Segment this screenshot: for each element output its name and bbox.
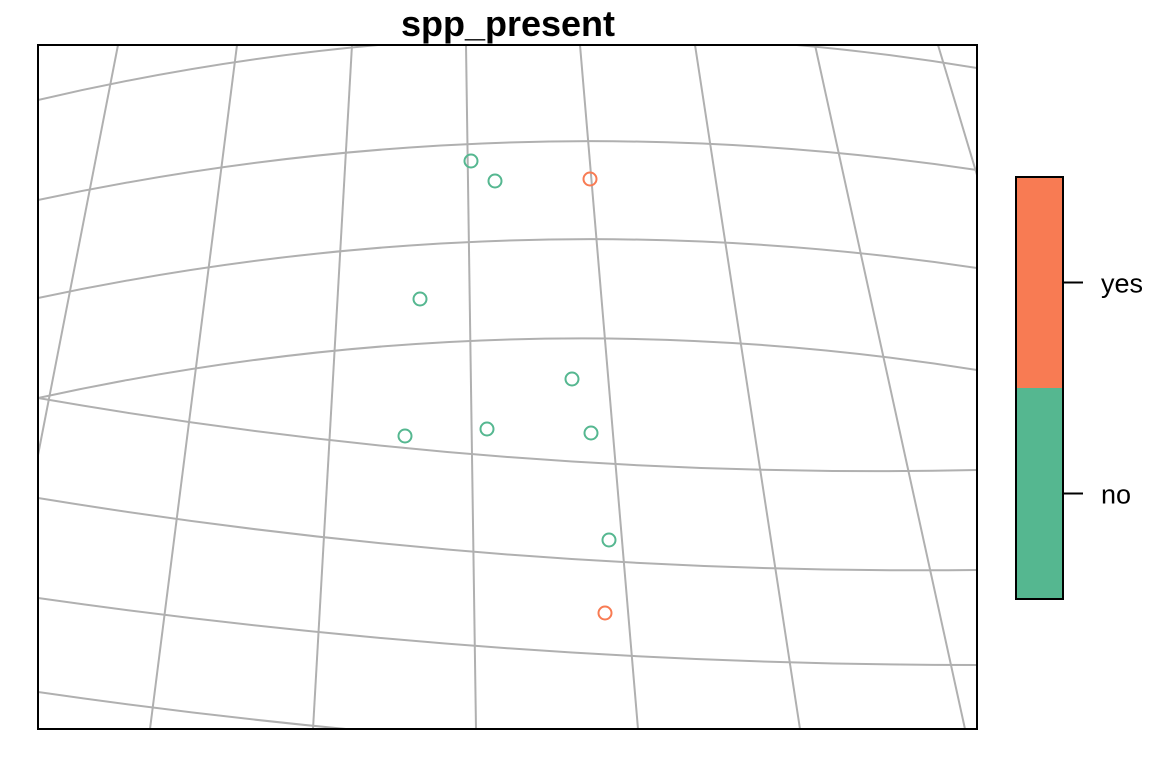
points-layer (397, 153, 617, 621)
data-point-no (397, 428, 413, 444)
plot-border (37, 44, 978, 730)
graticule-latitude-line (38, 337, 977, 399)
data-point-no (487, 173, 503, 189)
graticule-meridian-line (814, 45, 966, 729)
graticule-latitude-line (38, 238, 977, 299)
graticule-meridian-line (465, 45, 477, 729)
data-point-no (601, 532, 617, 548)
graticule-meridian-line (937, 45, 977, 176)
data-point-yes (582, 171, 598, 187)
chart-title: spp_present (401, 3, 615, 44)
legend-label-no: no (1101, 480, 1131, 510)
graticule-meridian-line (694, 45, 801, 729)
data-point-no (463, 153, 479, 169)
legend: no yes (1015, 176, 1143, 600)
graticule-latitude-line (38, 397, 977, 473)
graticule-latitude-line (38, 597, 977, 666)
legend-swatch-yes (1016, 177, 1063, 388)
data-point-yes (597, 605, 613, 621)
legend-label-yes: yes (1101, 269, 1143, 299)
graticule-latitude-line (38, 691, 357, 729)
graticule-latitude-line (38, 497, 977, 572)
data-point-no (412, 291, 428, 307)
graticule-meridian-line (149, 45, 238, 729)
graticule-meridian-line (38, 45, 119, 456)
graticule-latitude-line (38, 140, 977, 201)
graticule-grid (38, 45, 977, 729)
graticule-meridian-line (579, 45, 639, 729)
graticule-meridian-line (312, 45, 353, 729)
legend-border (1015, 176, 1064, 600)
legend-swatch-no (1016, 388, 1063, 599)
data-point-no (479, 421, 495, 437)
data-point-no (564, 371, 580, 387)
data-point-no (583, 425, 599, 441)
graticule-latitude-line (38, 45, 977, 101)
